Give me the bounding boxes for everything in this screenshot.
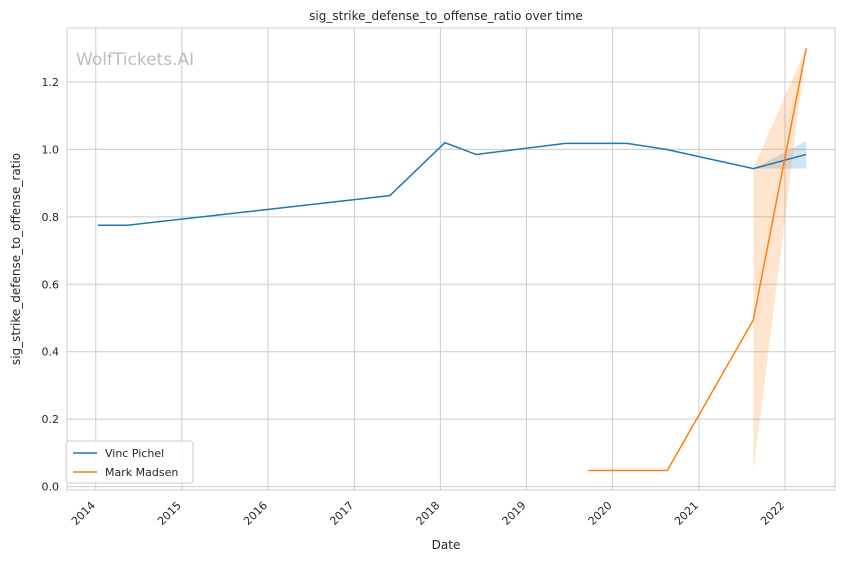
y-tick-label: 0.2 <box>42 413 60 426</box>
x-axis-label: Date <box>432 538 461 552</box>
x-tick-label: 2014 <box>69 499 98 528</box>
series-lines <box>97 48 807 472</box>
x-tick-label: 2017 <box>327 499 356 528</box>
y-tick-label: 0.0 <box>42 481 60 494</box>
series-line-vinc-pichel <box>97 141 807 227</box>
confidence-band-mark-madsen <box>753 48 807 472</box>
x-tick-label: 2022 <box>758 499 787 528</box>
x-tick-label: 2016 <box>241 499 270 528</box>
series-line-mark-madsen <box>588 48 807 472</box>
y-tick-labels: 0.0 0.2 0.4 0.6 0.8 1.0 1.2 <box>42 76 60 494</box>
watermark: WolfTickets.AI <box>76 50 194 70</box>
chart-title: sig_strike_defense_to_offense_ratio over… <box>309 9 583 23</box>
grid <box>67 28 835 490</box>
x-tick-label: 2021 <box>672 499 701 528</box>
legend-label-vinc-pichel: Vinc Pichel <box>105 447 164 460</box>
x-tick-label: 2020 <box>586 499 615 528</box>
legend-label-mark-madsen: Mark Madsen <box>105 466 178 479</box>
x-tick-label: 2015 <box>155 499 184 528</box>
x-tick-label: 2019 <box>500 499 529 528</box>
legend: Vinc Pichel Mark Madsen <box>65 440 194 484</box>
y-tick-label: 0.6 <box>42 278 60 291</box>
legend-box <box>65 440 194 484</box>
y-axis-label: sig_strike_defense_to_offense_ratio <box>9 153 23 365</box>
plot-area <box>66 27 836 491</box>
y-tick-label: 1.2 <box>42 76 60 89</box>
y-tick-label: 0.4 <box>42 346 60 359</box>
confidence-band-vinc-pichel <box>753 140 807 169</box>
x-tick-labels: 2014 2015 2016 2017 2018 2019 2020 2021 2022 <box>69 499 787 528</box>
x-tick-label: 2018 <box>414 499 443 528</box>
y-tick-label: 1.0 <box>42 143 60 156</box>
y-tick-label: 0.8 <box>42 211 60 224</box>
confidence-bands <box>753 48 807 472</box>
